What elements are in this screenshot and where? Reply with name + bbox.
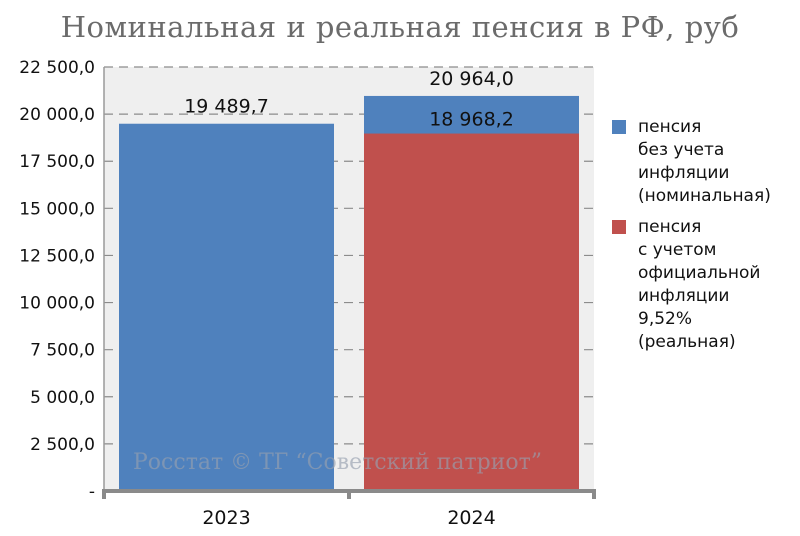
y-tick-label: 15 000,0	[19, 199, 95, 219]
legend-label-real: пенсия с учетом официальной инфляции 9,5…	[638, 217, 761, 352]
data-label-nominal: 20 964,0	[429, 68, 514, 90]
y-tick-label: 20 000,0	[19, 105, 95, 125]
legend-swatch-real	[612, 220, 626, 234]
y-tick-label: 12 500,0	[19, 246, 95, 266]
y-tick-label: 22 500,0	[19, 58, 95, 78]
legend-label-nominal: пенсия без учета инфляции (номинальная)	[638, 117, 771, 206]
data-label-real: 18 968,2	[429, 109, 514, 131]
y-tick-label: -	[89, 482, 95, 502]
y-tick-label: 5 000,0	[30, 388, 95, 408]
bar-real	[364, 133, 579, 491]
data-label-nominal: 19 489,7	[184, 96, 269, 118]
x-tick-label: 2023	[202, 507, 250, 529]
y-tick-label: 17 500,0	[19, 152, 95, 172]
y-tick-label: 7 500,0	[30, 341, 95, 361]
chart-title: Номинальная и реальная пенсия в РФ, руб	[60, 10, 740, 44]
y-tick-label: 10 000,0	[19, 294, 95, 314]
x-tick-label: 2024	[447, 507, 495, 529]
y-tick-label: 2 500,0	[30, 435, 95, 455]
bar-nominal	[119, 123, 334, 492]
watermark-text: Росстат © ТГ “Советский патриот”	[133, 450, 543, 475]
legend-swatch-nominal	[612, 120, 626, 134]
